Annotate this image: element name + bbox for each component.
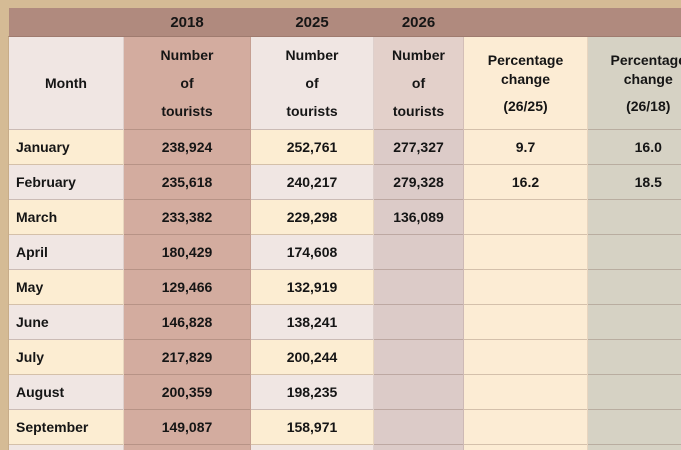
number-of-tourists-label: Number of tourists	[392, 47, 445, 119]
pct-change-26-18-column-header: Percentage change (26/18)	[587, 36, 681, 130]
pct-change-26-25-cell	[463, 269, 588, 305]
table-row: July 217,829 200,244	[8, 339, 681, 375]
table-row: February 235,618 240,217 279,328 16.2 18…	[8, 164, 681, 200]
pct-change-26-18-cell: 16.0	[587, 129, 681, 165]
percentage-change-26-18-label: Percentage change (26/18)	[610, 51, 681, 114]
tourists-2026-cell	[373, 269, 464, 305]
tourists-2018-cell: 238,924	[123, 129, 251, 165]
tourists-2026-cell: 279,328	[373, 164, 464, 200]
month-cell: July	[8, 339, 124, 375]
pct-change-26-25-cell	[463, 234, 588, 270]
tourist-numbers-table: 2018 2025 2026 Month Number of tourists	[8, 8, 681, 450]
pct-change-26-18-cell	[587, 409, 681, 445]
tourists-2018-cell: 129,466	[123, 269, 251, 305]
tourists-2026-cell	[373, 234, 464, 270]
tourists-2025-cell: 132,919	[250, 269, 374, 305]
month-cell: January	[8, 129, 124, 165]
tourists-2018-cell: 217,829	[123, 339, 251, 375]
number-of-tourists-label: Number of tourists	[160, 47, 214, 119]
table-row: August 200,359 198,235	[8, 374, 681, 410]
tourists-2018-cell: 233,382	[123, 199, 251, 235]
pct-change-26-18-cell	[587, 199, 681, 235]
tourists-2025-cell	[250, 444, 374, 450]
month-cell: May	[8, 269, 124, 305]
table-row: June 146,828 138,241	[8, 304, 681, 340]
tourists-2025-cell: 229,298	[250, 199, 374, 235]
table-row: September 149,087 158,971	[8, 409, 681, 445]
tourists-2018-cell	[123, 444, 251, 450]
pct-change-26-18-cell	[587, 374, 681, 410]
tourists-2026-cell	[373, 444, 464, 450]
pct-change-26-25-cell	[463, 339, 588, 375]
year-2018-label: 2018	[123, 8, 251, 37]
month-column-header: Month	[8, 36, 124, 130]
month-cell: August	[8, 374, 124, 410]
tourists-2026-cell	[373, 374, 464, 410]
pct-change-26-18-cell: 18.5	[587, 164, 681, 200]
pct-change-26-25-cell	[463, 199, 588, 235]
pct-change-26-18-cell	[587, 269, 681, 305]
pct-change-26-18-cell	[587, 444, 681, 450]
tourists-2026-cell: 277,327	[373, 129, 464, 165]
tourists-2018-cell: 235,618	[123, 164, 251, 200]
table-body: January 238,924 252,761 277,327 9.7 16.0…	[8, 129, 681, 450]
table-row: April 180,429 174,608	[8, 234, 681, 270]
year-2026-label: 2026	[373, 8, 464, 37]
tourists-2025-cell: 200,244	[250, 339, 374, 375]
pct-change-26-18-cell	[587, 339, 681, 375]
month-cell	[8, 444, 124, 450]
pct-change-26-25-cell	[463, 444, 588, 450]
table-row	[8, 444, 681, 450]
pct-change-26-25-cell	[463, 374, 588, 410]
tourists-2026-cell	[373, 304, 464, 340]
table-row: May 129,466 132,919	[8, 269, 681, 305]
tourists-2026-cell	[373, 339, 464, 375]
pct-change-26-25-column-header: Percentage change (26/25)	[463, 36, 588, 130]
percentage-change-26-25-label: Percentage change (26/25)	[487, 51, 564, 114]
pct-change-26-18-cell	[587, 234, 681, 270]
year-row-spacer	[463, 8, 588, 37]
month-cell: September	[8, 409, 124, 445]
tourists-2018-column-header: Number of tourists	[123, 36, 251, 130]
tourists-2025-cell: 158,971	[250, 409, 374, 445]
table-row: March 233,382 229,298 136,089	[8, 199, 681, 235]
pct-change-26-25-cell: 9.7	[463, 129, 588, 165]
tourists-2025-cell: 240,217	[250, 164, 374, 200]
pct-change-26-25-cell: 16.2	[463, 164, 588, 200]
tourists-2025-column-header: Number of tourists	[250, 36, 374, 130]
pct-change-26-25-cell	[463, 304, 588, 340]
pct-change-26-25-cell	[463, 409, 588, 445]
year-2025-label: 2025	[250, 8, 374, 37]
tourists-2025-cell: 138,241	[250, 304, 374, 340]
tourists-2026-cell	[373, 409, 464, 445]
year-row-spacer	[587, 8, 681, 37]
tourists-2026-column-header: Number of tourists	[373, 36, 464, 130]
tourists-2026-cell: 136,089	[373, 199, 464, 235]
tourists-2018-cell: 146,828	[123, 304, 251, 340]
tourists-2025-cell: 252,761	[250, 129, 374, 165]
table-row: January 238,924 252,761 277,327 9.7 16.0	[8, 129, 681, 165]
month-cell: June	[8, 304, 124, 340]
year-header-row: 2018 2025 2026	[8, 8, 681, 37]
month-cell: April	[8, 234, 124, 270]
tourists-2018-cell: 180,429	[123, 234, 251, 270]
tourists-2018-cell: 200,359	[123, 374, 251, 410]
number-of-tourists-label: Number of tourists	[285, 47, 339, 119]
column-header-row: Month Number of tourists Number of touri…	[8, 36, 681, 130]
year-row-spacer	[8, 8, 124, 37]
month-cell: February	[8, 164, 124, 200]
month-cell: March	[8, 199, 124, 235]
tourists-2025-cell: 198,235	[250, 374, 374, 410]
pct-change-26-18-cell	[587, 304, 681, 340]
tourists-2018-cell: 149,087	[123, 409, 251, 445]
tourists-2025-cell: 174,608	[250, 234, 374, 270]
